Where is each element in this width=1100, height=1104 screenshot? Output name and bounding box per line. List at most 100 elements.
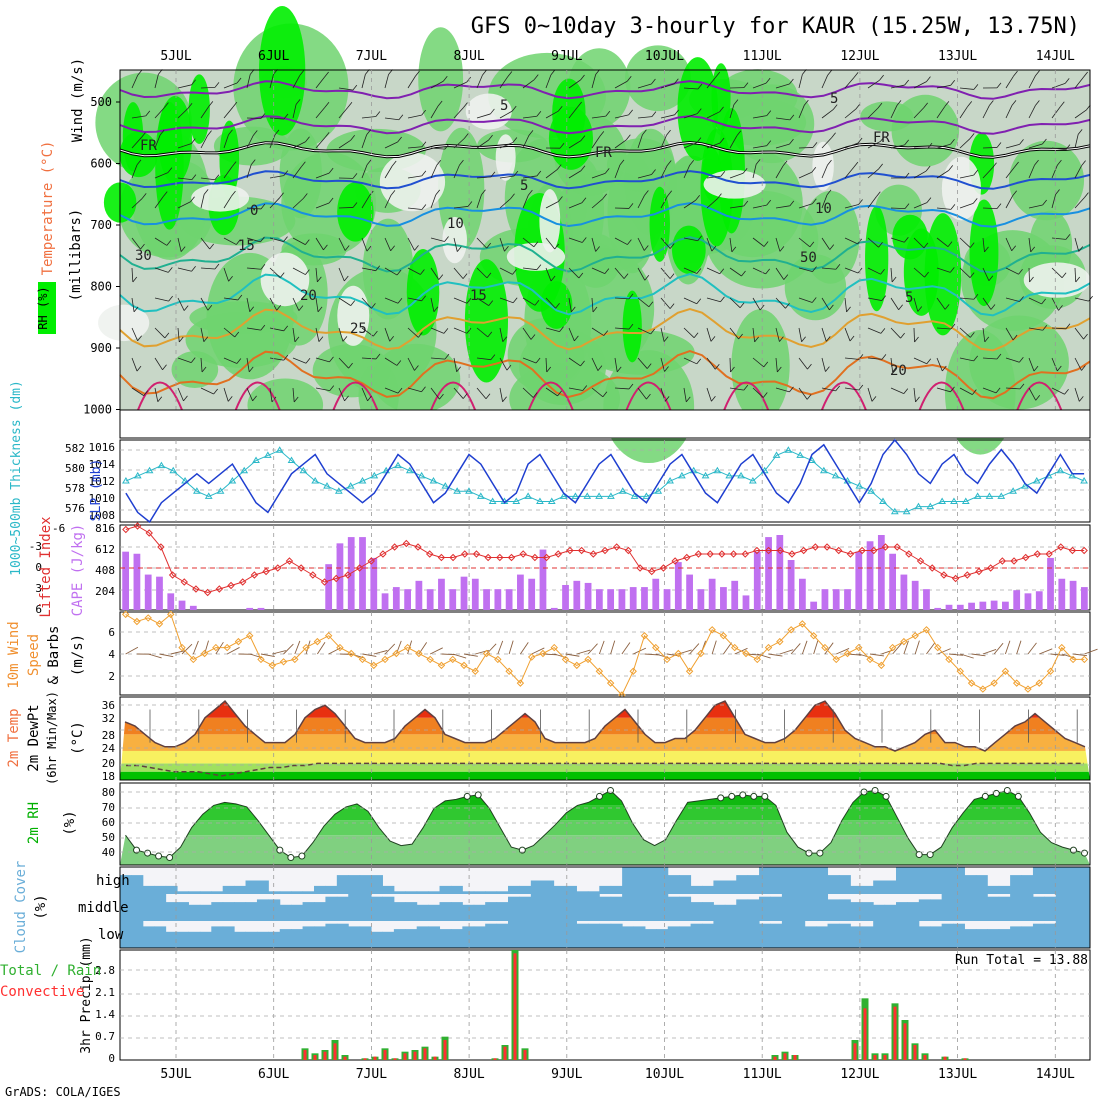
cloud-cell <box>246 902 258 921</box>
wind-barb <box>791 643 800 654</box>
cloud-cell <box>679 897 691 921</box>
cloud-cell <box>713 881 725 895</box>
precip-rain-bar <box>494 1058 497 1060</box>
cape-bar <box>720 587 727 610</box>
cloud-cell <box>713 905 725 921</box>
wind-tick-label: 2 <box>108 670 115 683</box>
cloud-cell <box>382 897 394 921</box>
cloud-cell <box>371 875 383 894</box>
precip-ylabel-2: Convective <box>0 984 84 1000</box>
rh-point <box>475 792 481 798</box>
precip-tick-label: 0 <box>108 1052 115 1065</box>
wind-tick-label: 4 <box>108 648 115 661</box>
rh-point <box>806 850 812 856</box>
cloud-cell <box>964 875 976 894</box>
cloud-cell <box>211 902 223 921</box>
contour-label: 30 <box>135 248 152 264</box>
top-date-label: 10JUL <box>645 49 684 64</box>
rh-point <box>883 793 889 799</box>
rh-contour-fill <box>970 199 999 306</box>
cloud-cell <box>987 929 999 948</box>
top-date-label: 13JUL <box>938 49 977 64</box>
cloud-cell <box>782 894 794 921</box>
cloud-cell <box>154 886 166 894</box>
upper-air-ylabel-mb: (millibars) <box>68 209 84 302</box>
thickness-point <box>620 488 626 493</box>
cape-bar <box>438 579 445 610</box>
cloud-cell <box>725 881 737 895</box>
top-date-label: 9JUL <box>551 49 582 64</box>
cloud-cell <box>964 929 976 948</box>
cloud-cell <box>828 924 840 948</box>
cape-bar <box>799 579 806 610</box>
top-date-label: 7JUL <box>356 49 387 64</box>
cape-bar <box>134 554 141 610</box>
cloud-cell <box>440 929 452 948</box>
contour-label: 5 <box>500 98 508 114</box>
cloud-cell <box>188 891 200 894</box>
cloud-cell <box>462 926 474 948</box>
cloud-cell <box>417 926 429 948</box>
cape-bar <box>1036 591 1043 610</box>
precip-rain-bar <box>504 1047 507 1060</box>
rh-contour-fill <box>337 182 373 241</box>
rh-point <box>982 793 988 799</box>
cape-bar <box>1002 602 1009 610</box>
cape-bar <box>630 587 637 610</box>
cape-bar <box>901 575 908 610</box>
cloud-cell <box>1010 926 1022 948</box>
temp-tick-label: 20 <box>102 757 115 770</box>
temp-tick-label: 28 <box>102 729 115 742</box>
cape-bar <box>528 579 535 610</box>
precip-rain-bar <box>314 1055 317 1060</box>
cloud-cell <box>360 875 372 894</box>
contour-label: 5 <box>520 178 528 194</box>
cloud-cell <box>1079 867 1091 894</box>
rh-contour-fill <box>380 153 445 212</box>
cloud-cell <box>405 929 417 948</box>
cloud-cell <box>348 875 360 894</box>
cloud-cell <box>405 891 417 894</box>
cloud-cell <box>257 899 269 921</box>
thickness-point <box>572 493 578 498</box>
cloud-cell <box>1056 867 1068 894</box>
cloud-cell <box>1022 875 1034 894</box>
cape-bar <box>979 602 986 610</box>
cloud-cell <box>1067 894 1079 921</box>
rh-contour-fill <box>363 219 414 320</box>
cloud-cell <box>599 924 611 948</box>
cape-bar <box>957 605 964 610</box>
cloud-cell <box>736 875 748 894</box>
cloud-cell <box>462 905 474 921</box>
precip-rain-bar <box>444 1040 447 1060</box>
cloud-cell <box>611 897 623 921</box>
cloud-cell <box>497 891 509 894</box>
wind-barb <box>1005 641 1009 654</box>
cloud-cell <box>234 902 246 921</box>
cloud-cell <box>930 867 942 894</box>
precip-rain-bar <box>874 1055 877 1060</box>
cape-bar <box>968 603 975 610</box>
precip-rain-bar <box>794 1055 797 1060</box>
cloud-cell <box>440 902 452 921</box>
top-date-label: 6JUL <box>258 49 289 64</box>
cloud-cell <box>154 894 166 921</box>
cloud-cell <box>531 881 543 895</box>
cape-bar <box>382 593 389 610</box>
cloud-cell <box>371 897 383 921</box>
pressure-tick-label: 500 <box>90 95 112 109</box>
cloud-cell <box>999 897 1011 921</box>
rh-point <box>927 852 933 858</box>
rh-contour-fill <box>865 206 888 312</box>
precip-rain-bar <box>424 1048 427 1060</box>
cape-bar <box>472 579 479 610</box>
rh-contour-fill <box>704 170 766 199</box>
cloud-cell <box>850 886 862 894</box>
wind-barb <box>1028 643 1037 654</box>
thickness-point <box>986 493 992 498</box>
cloud-cell <box>1033 924 1045 948</box>
cloud-cell <box>736 921 748 948</box>
cloud-cell <box>759 897 771 921</box>
